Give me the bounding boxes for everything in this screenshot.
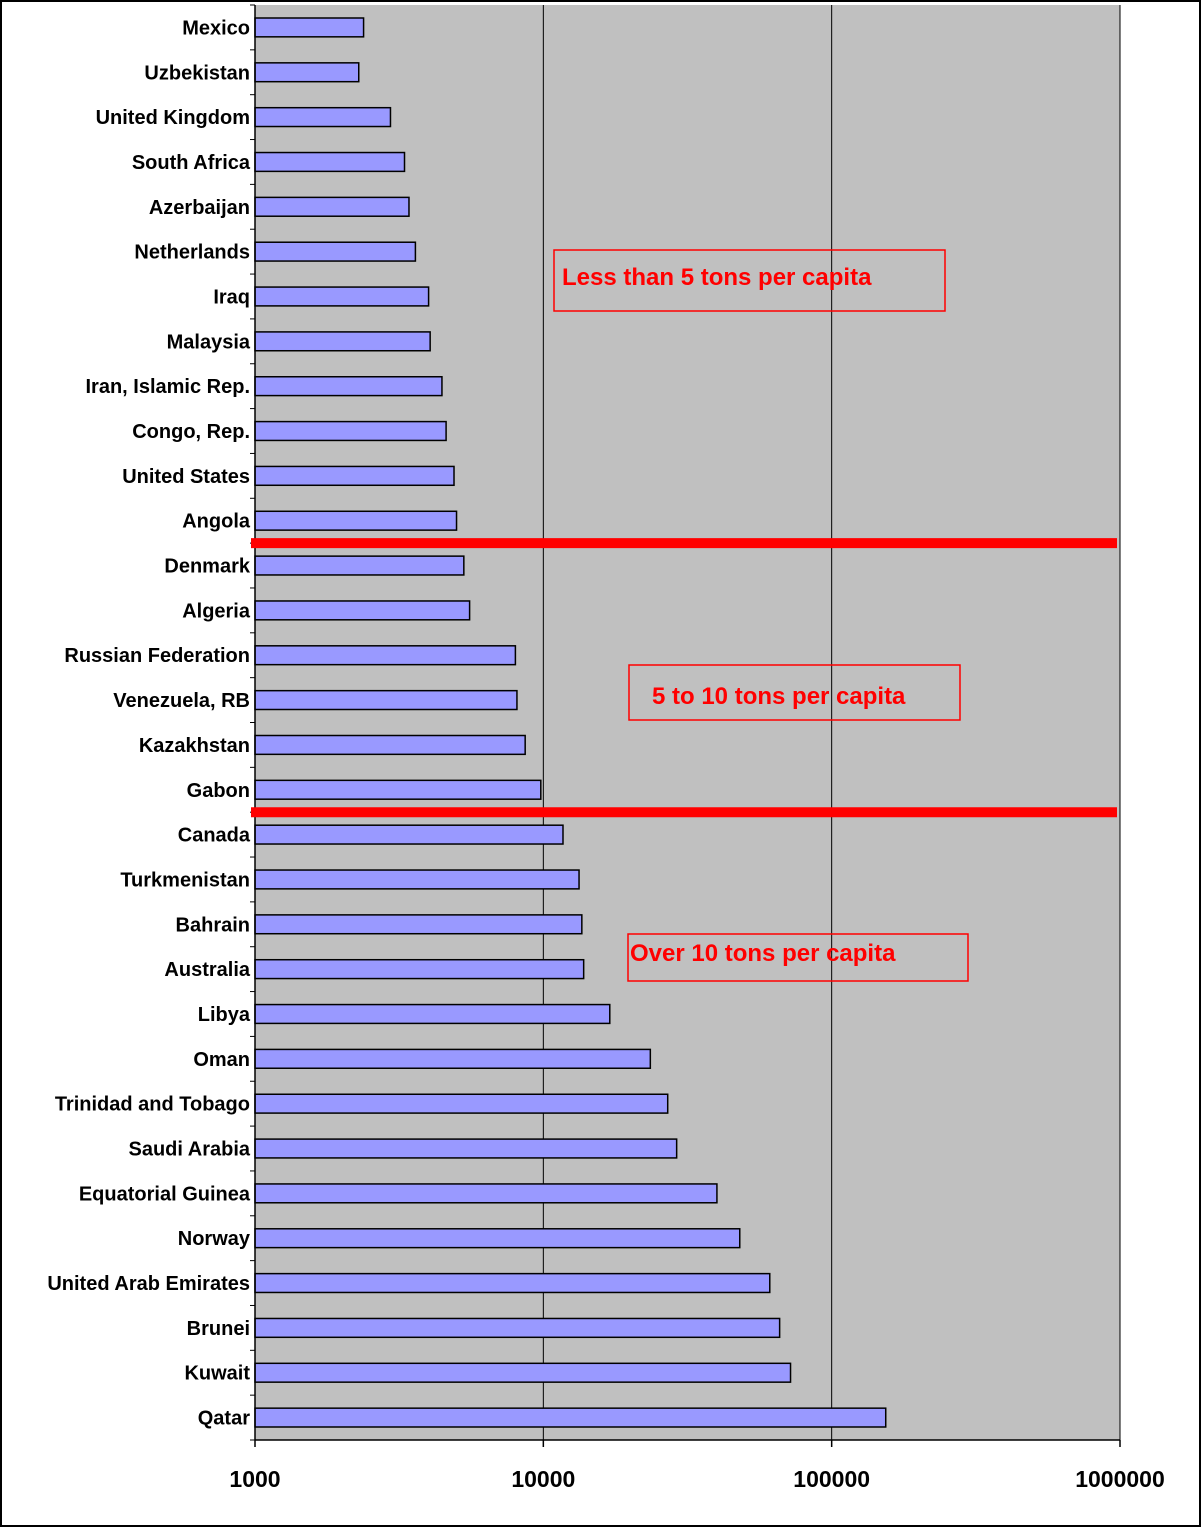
category-label: Iraq xyxy=(213,286,250,308)
annotations: Less than 5 tons per capita 5 to 10 tons … xyxy=(553,249,969,982)
bar xyxy=(254,734,526,756)
category-label: United Arab Emirates xyxy=(47,1273,250,1295)
category-label: Algeria xyxy=(182,600,251,622)
category-label: Saudi Arabia xyxy=(128,1139,250,1161)
x-tick-label: 10000 xyxy=(511,1466,575,1492)
divider-lines xyxy=(251,538,1117,818)
category-label: Uzbekistan xyxy=(144,62,250,84)
annotation-box xyxy=(553,249,946,312)
bar xyxy=(254,555,465,576)
category-label: Denmark xyxy=(164,556,250,578)
bar xyxy=(254,779,542,800)
bar xyxy=(254,958,585,980)
category-label: Russian Federation xyxy=(64,645,250,667)
bar xyxy=(254,869,580,890)
category-label: Norway xyxy=(178,1228,251,1250)
bar xyxy=(254,241,417,262)
bar xyxy=(254,196,410,217)
category-label: South Africa xyxy=(132,152,251,174)
category-label: Congo, Rep. xyxy=(132,421,250,443)
category-label: Angola xyxy=(182,511,251,533)
category-label: Canada xyxy=(178,825,251,847)
bar xyxy=(254,1407,887,1428)
bar xyxy=(254,914,583,935)
category-label: Iran, Islamic Rep. xyxy=(85,376,250,398)
bar xyxy=(254,286,430,307)
category-label: Venezuela, RB xyxy=(113,690,250,712)
category-label: Kuwait xyxy=(184,1363,250,1385)
bar xyxy=(254,645,517,666)
x-tick-label: 1000 xyxy=(229,1466,280,1492)
category-label: Gabon xyxy=(187,780,250,802)
plot-area xyxy=(255,5,1120,1440)
category-label: United Kingdom xyxy=(96,107,250,129)
category-label: Azerbaijan xyxy=(149,197,250,219)
bar xyxy=(254,510,458,531)
category-label: Brunei xyxy=(187,1318,250,1340)
category-label: Kazakhstan xyxy=(139,735,250,757)
bar xyxy=(254,62,360,83)
category-labels: Mexico Uzbekistan United Kingdom South Afri… xyxy=(47,17,251,1429)
bar xyxy=(254,420,447,442)
bar xyxy=(254,689,518,711)
x-tick-label: 100000 xyxy=(793,1466,870,1492)
category-label: Mexico xyxy=(182,17,250,39)
category-label: Trinidad and Tobago xyxy=(55,1094,250,1116)
category-label: Equatorial Guinea xyxy=(79,1183,251,1205)
bar xyxy=(254,1317,781,1339)
x-tick-label: 1000000 xyxy=(1075,1466,1165,1492)
bar xyxy=(254,17,365,38)
bar xyxy=(254,824,564,845)
category-label: Qatar xyxy=(198,1408,250,1430)
bar xyxy=(254,1272,771,1294)
bar xyxy=(254,1362,792,1383)
x-tick-labels: 1000 10000 100000 1000000 xyxy=(229,1466,1164,1492)
bar xyxy=(254,376,443,397)
category-label: Australia xyxy=(164,959,250,981)
bar xyxy=(254,1228,741,1249)
annotation-text: Over 10 tons per capita xyxy=(630,940,896,967)
annotation-box xyxy=(628,664,961,721)
category-label: Oman xyxy=(193,1049,250,1071)
category-label: Turkmenistan xyxy=(120,869,250,891)
category-label: Bahrain xyxy=(176,914,250,936)
bar xyxy=(254,151,406,173)
annotation-text: 5 to 10 tons per capita xyxy=(652,683,906,710)
bar xyxy=(254,1183,718,1204)
category-label: Malaysia xyxy=(167,331,251,353)
bar xyxy=(254,1093,669,1114)
annotation-box xyxy=(627,933,969,982)
bar xyxy=(254,1138,678,1159)
bar xyxy=(254,600,471,621)
bar xyxy=(254,106,392,128)
bar xyxy=(254,465,455,487)
category-label: United States xyxy=(122,466,250,488)
bar xyxy=(254,331,431,352)
bar xyxy=(254,1048,652,1069)
category-label: Netherlands xyxy=(134,242,250,264)
annotation-text: Less than 5 tons per capita xyxy=(562,264,872,291)
bar xyxy=(254,1003,611,1025)
category-label: Libya xyxy=(198,1004,251,1026)
